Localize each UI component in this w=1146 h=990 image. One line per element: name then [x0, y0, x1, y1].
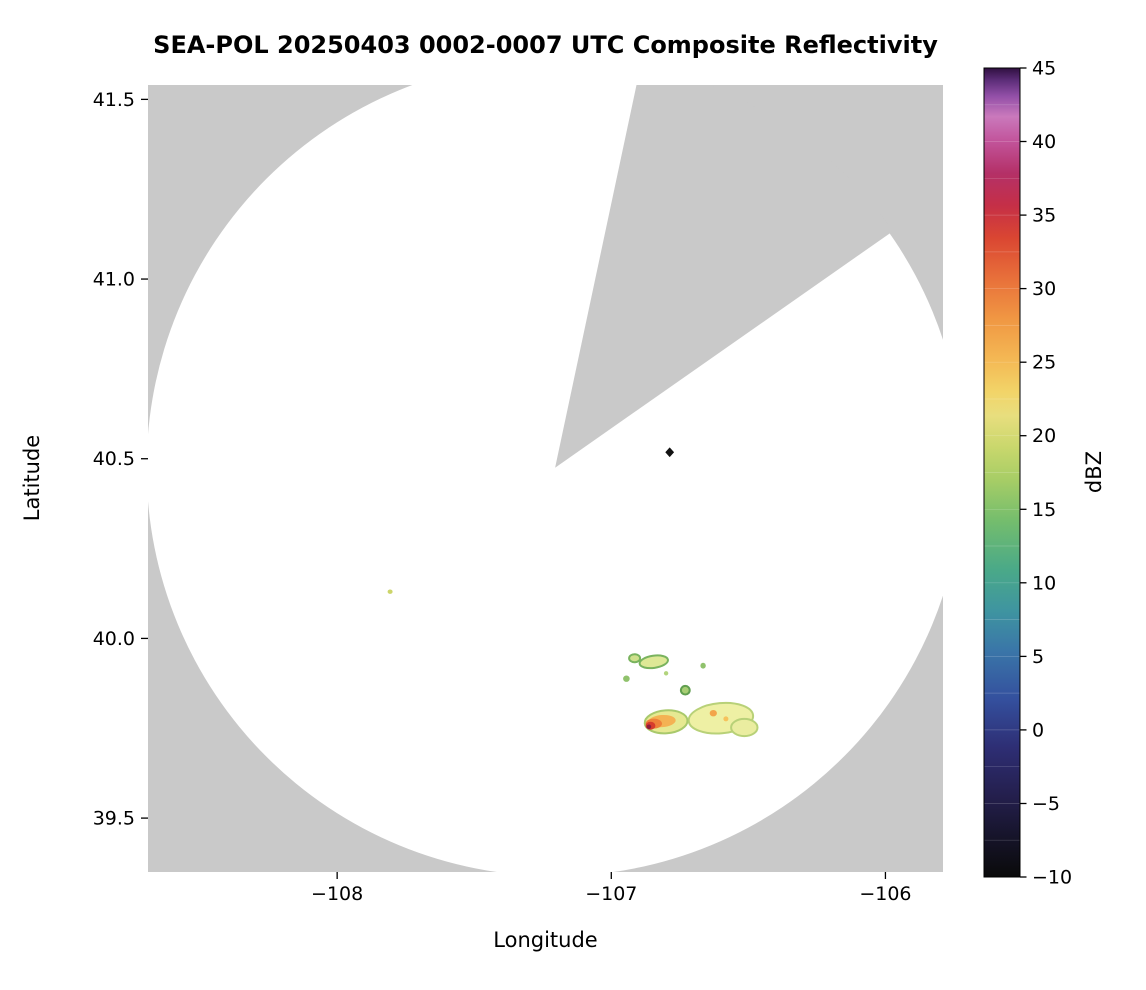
colorbar-tick-label: 0 [1032, 719, 1044, 741]
y-tick-label: 40.0 [93, 628, 135, 650]
colorbar-label: dBZ [1082, 450, 1106, 494]
echo-main-cluster-max-core [646, 724, 652, 730]
x-tick-label: −108 [311, 883, 363, 905]
colorbar-gradient [983, 67, 1021, 878]
colorbar-tick-label: 25 [1032, 352, 1056, 374]
colorbar-tick-label: 35 [1032, 205, 1056, 227]
x-axis-label: Longitude [493, 928, 598, 952]
chart-title: SEA-POL 20250403 0002-0007 UTC Composite… [153, 31, 938, 59]
echo-clutter-pixel [665, 447, 675, 458]
echo-north-cell [623, 675, 630, 682]
colorbar-tick-label: 30 [1032, 278, 1056, 300]
colorbar-tick-label: 40 [1032, 131, 1056, 153]
echo-orange-dot [723, 716, 729, 722]
colorbar-tick-label: −5 [1032, 793, 1060, 815]
colorbar-tick-label: −10 [1032, 867, 1072, 889]
x-tick-label: −106 [859, 883, 911, 905]
colorbar-tick-label: 5 [1032, 646, 1044, 668]
echo-north-cell [628, 653, 642, 664]
y-tick-label: 39.5 [93, 808, 135, 830]
y-tick-label: 40.5 [93, 448, 135, 470]
echo-north-cell [638, 654, 669, 670]
blocked-sector-wedge [555, 85, 893, 468]
echo-north-cell [679, 684, 691, 696]
echo-main-cluster-lobe [730, 717, 759, 738]
colorbar-tick-label: 20 [1032, 425, 1056, 447]
echo-isolated-speck [387, 589, 393, 594]
colorbar-tick-label: 15 [1032, 499, 1056, 521]
echo-north-cell [700, 662, 706, 669]
y-tick-label: 41.5 [93, 89, 135, 111]
x-tick-label: −107 [585, 883, 637, 905]
y-tick-label: 41.0 [93, 269, 135, 291]
echo-orange-dot [709, 710, 717, 717]
y-axis-label: Latitude [20, 434, 44, 522]
colorbar-tick-label: 45 [1032, 58, 1056, 80]
colorbar-tick-label: 10 [1032, 572, 1056, 594]
echo-north-cell [663, 671, 669, 676]
